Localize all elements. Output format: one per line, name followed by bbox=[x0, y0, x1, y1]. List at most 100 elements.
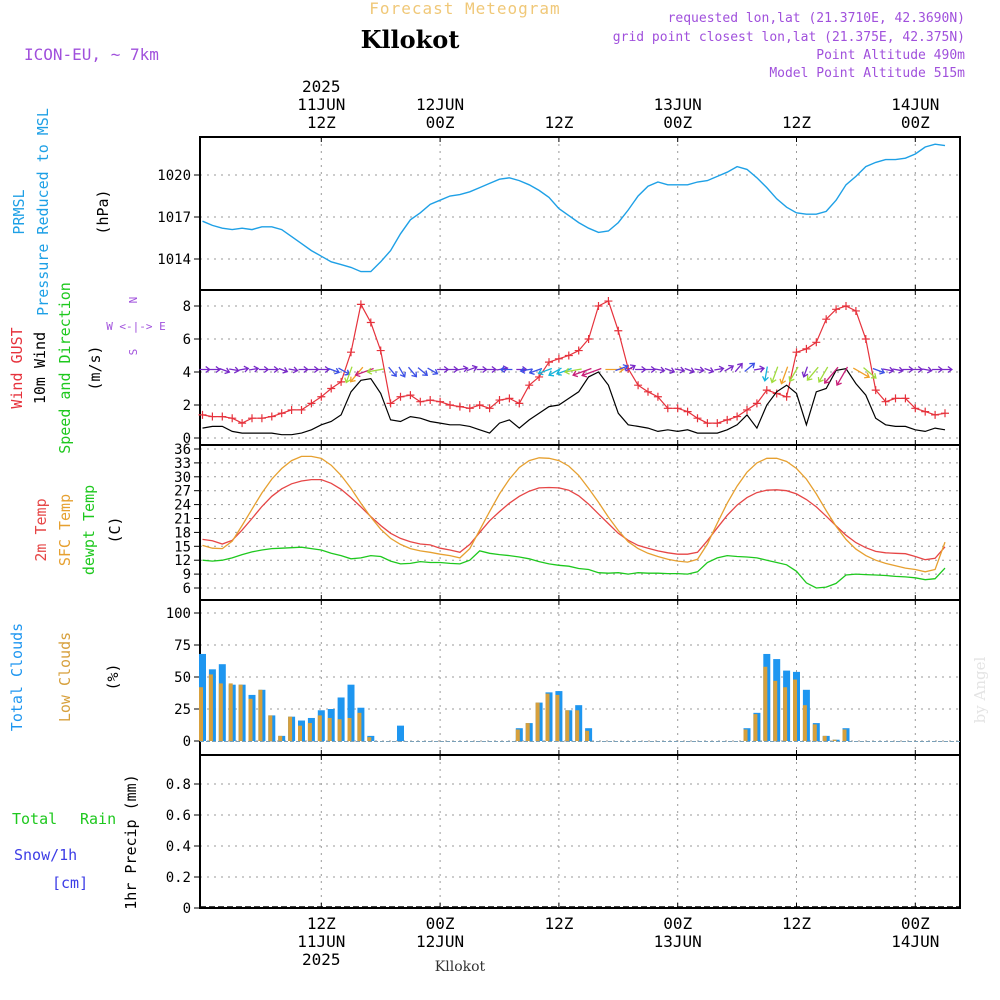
gust-point bbox=[772, 389, 781, 398]
gust-point bbox=[475, 401, 484, 409]
gust-point bbox=[584, 335, 593, 343]
wind-arrows bbox=[199, 362, 953, 387]
time-label-top: 2025 bbox=[302, 77, 341, 96]
gust-point bbox=[317, 392, 326, 401]
gust-point bbox=[356, 300, 365, 309]
model-point-altitude: Model Point Altitude 515m bbox=[769, 66, 965, 81]
gust-point bbox=[792, 348, 801, 357]
wind-arrow bbox=[572, 367, 592, 378]
y-tick-label: 6 bbox=[183, 581, 191, 597]
wind-arrow bbox=[417, 367, 429, 377]
gust-point bbox=[376, 346, 385, 355]
wind-arrow bbox=[744, 362, 756, 372]
gust-point bbox=[515, 399, 524, 408]
panel-frame bbox=[199, 444, 961, 601]
wind-arrow bbox=[753, 365, 766, 373]
cloud-panel-labels: Total Clouds Low Clouds (%) bbox=[8, 623, 122, 731]
gust-point bbox=[535, 372, 544, 381]
low-cloud-bar bbox=[555, 694, 560, 741]
low-cloud-bar bbox=[307, 723, 312, 741]
y-tick-label: 12 bbox=[174, 553, 191, 569]
compass-s: S bbox=[127, 349, 140, 356]
station-title: Kllokot bbox=[361, 25, 460, 54]
wind-arrow bbox=[581, 367, 602, 378]
gust-point bbox=[733, 412, 742, 421]
low-cloud-bar bbox=[773, 680, 778, 741]
wind-arrow bbox=[456, 365, 469, 373]
low-cloud-bar bbox=[327, 717, 332, 741]
wind-arrow bbox=[664, 367, 676, 374]
low-cloud-bar bbox=[248, 698, 253, 741]
time-label-bottom: 00Z bbox=[901, 914, 930, 933]
wind-arrow bbox=[466, 364, 478, 372]
gust-point bbox=[495, 396, 504, 405]
low-cloud-bar bbox=[565, 710, 570, 741]
y-tick-label: 75 bbox=[174, 638, 191, 654]
time-label-top: 11JUN bbox=[297, 95, 345, 114]
wind-arrow bbox=[852, 367, 871, 379]
gust-point bbox=[505, 394, 514, 403]
gust-point bbox=[267, 412, 276, 421]
time-label-top: 12Z bbox=[307, 113, 336, 132]
gust-point bbox=[485, 404, 494, 413]
wind-arrow bbox=[519, 366, 533, 374]
gust-point bbox=[554, 354, 563, 363]
precip-snow-label: Snow/1h bbox=[14, 846, 77, 864]
panel-3: 0 25 50 75 100 bbox=[166, 599, 961, 756]
low-cloud-bar bbox=[238, 684, 243, 741]
wind-arrow bbox=[674, 366, 686, 374]
wind-arrow bbox=[694, 366, 705, 374]
wind-arrow bbox=[761, 366, 769, 382]
time-label-top: 12Z bbox=[782, 113, 811, 132]
temp-panel-labels: 2m Temp SFC Temp dewpt Temp (C) bbox=[32, 485, 124, 575]
wind-arrow bbox=[615, 364, 629, 372]
wind-arrow bbox=[398, 366, 406, 378]
time-label-bottom: 12Z bbox=[544, 914, 573, 933]
time-label-bottom: 12Z bbox=[782, 914, 811, 933]
gust-point bbox=[634, 381, 643, 390]
gust-point bbox=[396, 392, 405, 401]
wind-arrow bbox=[806, 366, 819, 381]
wind-arrow bbox=[779, 366, 789, 385]
low-cloud-bar bbox=[515, 729, 520, 741]
wind-arrow bbox=[714, 365, 725, 373]
gust-point bbox=[198, 410, 207, 419]
wind-arrow bbox=[892, 366, 904, 374]
low-cloud-bar bbox=[575, 710, 580, 741]
gust-point bbox=[723, 415, 732, 424]
y-tick-label: 0 bbox=[183, 431, 191, 447]
low-cloud-bar bbox=[317, 715, 322, 741]
y-tick-label: 1014 bbox=[157, 252, 191, 268]
wind-arrow bbox=[229, 366, 240, 374]
gust-point bbox=[822, 315, 831, 324]
gust-point bbox=[238, 419, 247, 428]
gust-point bbox=[683, 407, 692, 416]
gust-point bbox=[446, 401, 454, 409]
gust-point bbox=[614, 326, 623, 335]
y-tick-label: 1017 bbox=[157, 210, 191, 226]
gust-point bbox=[851, 306, 860, 315]
temp-sfc-label: SFC Temp bbox=[56, 494, 74, 566]
wind-arrow bbox=[734, 362, 743, 373]
time-label-bottom: 12Z bbox=[307, 914, 336, 933]
gust-point bbox=[713, 419, 722, 428]
gust-point bbox=[644, 387, 652, 396]
gust-point bbox=[327, 384, 336, 393]
gust-point bbox=[673, 404, 682, 413]
gust-point bbox=[743, 405, 751, 414]
low-cloud-bar bbox=[793, 679, 797, 741]
gust-point bbox=[307, 399, 316, 408]
panel-frame bbox=[199, 289, 961, 446]
low-cloud-bar bbox=[357, 712, 362, 741]
total-cloud-bar bbox=[347, 684, 355, 741]
panel-frame bbox=[199, 136, 961, 291]
gust-point bbox=[594, 302, 603, 310]
y-tick-label: 0.2 bbox=[166, 870, 191, 886]
y-tick-label: 8 bbox=[183, 299, 191, 315]
y-tick-label: 0.4 bbox=[166, 839, 191, 855]
gust-point bbox=[287, 405, 296, 414]
gust-point bbox=[218, 412, 227, 421]
gust-point bbox=[465, 404, 474, 413]
wind-arrow bbox=[625, 364, 636, 372]
temp-sfc-line bbox=[202, 455, 946, 573]
